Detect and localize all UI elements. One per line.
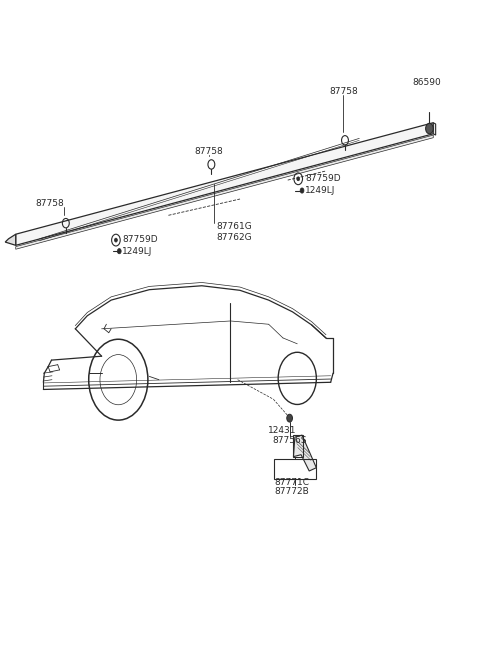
Text: 87758: 87758 xyxy=(330,87,359,96)
Text: 86590: 86590 xyxy=(413,79,442,87)
Text: 12431: 12431 xyxy=(268,426,296,435)
Circle shape xyxy=(287,414,292,422)
Text: 1249LJ: 1249LJ xyxy=(305,186,335,195)
Circle shape xyxy=(297,177,300,181)
Text: 87772B: 87772B xyxy=(275,487,310,496)
Text: 1249LJ: 1249LJ xyxy=(122,247,153,255)
Text: 87759D: 87759D xyxy=(305,174,340,183)
Text: 87758: 87758 xyxy=(195,147,223,156)
Circle shape xyxy=(300,188,304,193)
Circle shape xyxy=(426,123,433,134)
Circle shape xyxy=(117,249,121,253)
Text: 87771C: 87771C xyxy=(275,478,310,487)
Polygon shape xyxy=(433,122,436,135)
Text: 87758: 87758 xyxy=(36,199,64,208)
Circle shape xyxy=(115,238,117,242)
Polygon shape xyxy=(5,234,16,246)
Polygon shape xyxy=(16,135,433,250)
Text: 87756S: 87756S xyxy=(273,436,307,445)
Polygon shape xyxy=(293,435,316,471)
Text: 87761G: 87761G xyxy=(216,222,252,231)
Text: 87759D: 87759D xyxy=(122,235,158,244)
Text: 87762G: 87762G xyxy=(216,233,252,242)
Polygon shape xyxy=(16,122,433,246)
